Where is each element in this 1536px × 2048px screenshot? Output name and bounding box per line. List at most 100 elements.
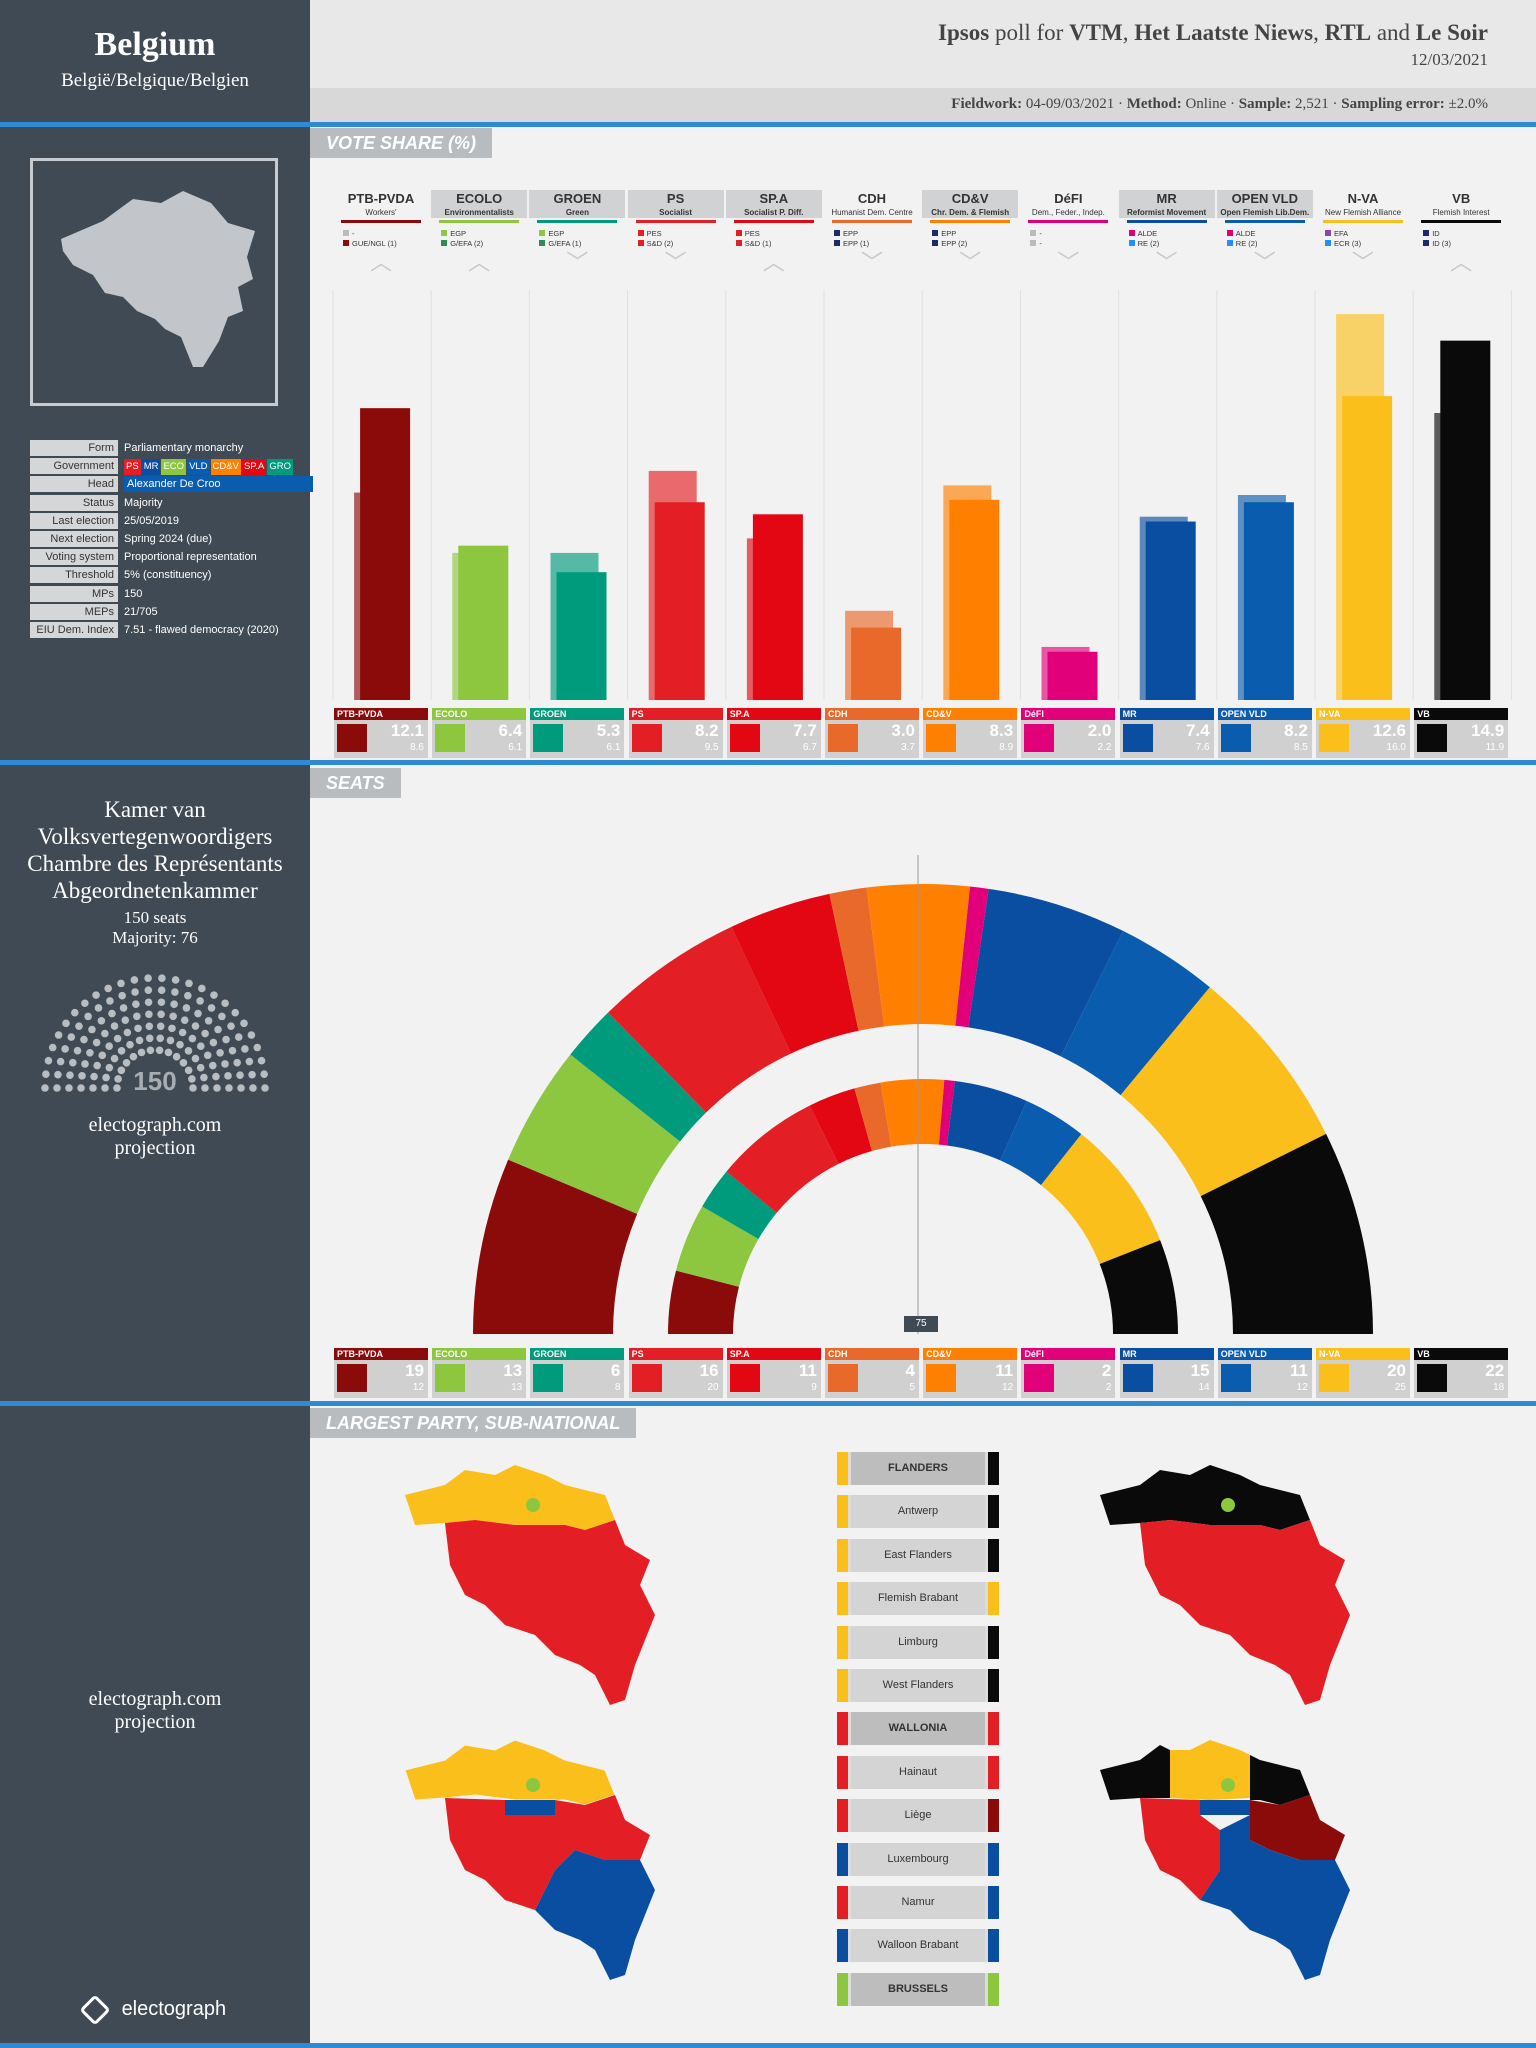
result-box-party: PTB-PVDA: [334, 708, 428, 720]
result-value: 2: [1101, 1361, 1112, 1380]
result-box: N-VA 20 25: [1316, 1348, 1410, 1398]
result-box: SP.A 11 9: [726, 1348, 821, 1398]
gov-party-badge: GRO: [267, 459, 294, 476]
party-logo-icon: [1024, 724, 1055, 752]
party-group: -: [1020, 239, 1116, 249]
party-desc: Open Flemish Lib.Dem.: [1216, 208, 1313, 218]
client-2: Het Laatste Niews: [1134, 20, 1314, 45]
hemicycle-seat-dot: [169, 1012, 177, 1021]
region-seat-color: [988, 1495, 999, 1529]
group-swatch: [735, 240, 742, 246]
hemicycle-seat-dot: [113, 1084, 121, 1092]
hemicycle-seat-dot: [122, 1059, 131, 1067]
party-name: PS: [627, 190, 724, 208]
result-previous-value: 9.5: [704, 742, 719, 753]
group-swatch: [1325, 230, 1331, 236]
seat-arc-segment: [726, 1105, 839, 1213]
party-group: ID (3): [1413, 239, 1509, 249]
group-label: EPP: [843, 229, 859, 238]
hemicycle-seat-dot: [132, 1000, 140, 1008]
region-row: Flemish Brabant: [837, 1582, 999, 1616]
result-box-party: GROEN: [530, 708, 625, 720]
group-label: EPP: [941, 229, 957, 238]
result-box: SP.A 7.7 6.7: [726, 708, 821, 758]
region-row: Walloon Brabant: [837, 1929, 999, 1963]
hemicycle-seat-dot: [207, 1004, 216, 1012]
result-previous-value: 2: [1105, 1382, 1112, 1393]
vote-bar: [1440, 340, 1491, 700]
vote-bar: [752, 514, 803, 700]
hemicycle-seat-dot: [253, 1043, 262, 1052]
result-box: MR 15 14: [1119, 1348, 1214, 1398]
party-desc: Reformist Movement: [1118, 208, 1215, 218]
party-group: G/EFA (1): [529, 239, 625, 249]
party-logo-icon: [1319, 724, 1349, 752]
party-group: ALDE: [1217, 229, 1313, 239]
region-name: Antwerp: [851, 1495, 985, 1529]
party-logo-icon: [1220, 1364, 1251, 1392]
hemicycle-seat-dot: [144, 986, 153, 995]
group-swatch: [1030, 230, 1037, 236]
hemicycle-seat-dot: [245, 1057, 254, 1066]
parliament-name-2: Volksvertegenwoordigers: [37, 824, 273, 849]
hemicycle-seat-dot: [179, 1059, 188, 1067]
section-vote-share: VOTE SHARE (%): [310, 128, 493, 158]
region-seat-color: [988, 1538, 999, 1572]
vote-bar: [1243, 502, 1294, 700]
result-box-party: VB: [1414, 1348, 1509, 1360]
hemicycle-seat-dot: [118, 991, 126, 1000]
party-desc: Humanist Dem. Centre: [831, 208, 913, 217]
hemicycle-seat-dot: [89, 1084, 97, 1092]
result-box: CDH 4 5: [825, 1348, 919, 1398]
group-swatch: [441, 230, 448, 236]
vote-bar: [1047, 651, 1098, 700]
result-previous-value: 11.9: [1485, 742, 1505, 753]
hemicycle-seat-dot: [114, 1075, 122, 1083]
region-name: FLANDERS: [851, 1452, 985, 1485]
result-box-party: OPEN VLD: [1217, 708, 1312, 720]
comma-1: ,: [1122, 20, 1135, 45]
hemicycle-seat-dot: [113, 1034, 122, 1043]
result-box: PS 16 20: [628, 1348, 723, 1398]
group-label: RE (2): [1235, 239, 1258, 248]
result-previous-value: 12: [1296, 1382, 1308, 1393]
hemicycle-seat-dot: [81, 1060, 89, 1068]
party-color-line: [1421, 220, 1502, 223]
hemicycle-seat-dot: [66, 1071, 74, 1079]
poll-date: 12/03/2021: [1410, 50, 1488, 69]
result-box-party: ECOLO: [432, 1348, 527, 1360]
result-box: OPEN VLD 11 12: [1217, 1348, 1312, 1398]
party-logo-icon: [435, 1364, 466, 1392]
region-row: Limburg: [837, 1625, 999, 1659]
party-name: N-VA: [1347, 191, 1379, 206]
result-box-party: CDH: [825, 708, 919, 720]
hemicycle-seat-dot: [221, 1060, 229, 1068]
hemicycle-seat-dot: [133, 1012, 141, 1021]
hemicycle-seat-dot: [102, 1073, 110, 1082]
hemicycle-seat-dot: [80, 1035, 88, 1044]
group-swatch: [539, 240, 546, 246]
party-group: G/EFA (2): [431, 239, 527, 249]
hemicycle-seat-dot: [54, 1031, 63, 1039]
result-box-party: DéFI: [1021, 1348, 1116, 1360]
seats-text: 150 seats: [123, 908, 187, 927]
result-previous-value: 25: [1394, 1382, 1406, 1393]
majority-marker: 75: [904, 1316, 938, 1332]
vote-bar: [458, 545, 509, 700]
result-value: 22: [1485, 1361, 1505, 1380]
hemicycle-seat-dot: [218, 1012, 226, 1021]
result-value: 16: [699, 1361, 719, 1380]
hemicycle-seat-dot: [225, 1084, 233, 1092]
group-label: RE (2): [1137, 239, 1160, 248]
parliament-names: Kamer van Volksvertegenwoordigers Chambr…: [0, 796, 310, 904]
majority-text: Majority: 76: [112, 928, 198, 947]
hemicycle-seat-dot: [170, 1000, 178, 1008]
result-previous-value: 14: [1198, 1382, 1210, 1393]
hemicycle-seat-dot: [184, 1066, 193, 1075]
party-desc: Socialist: [627, 208, 724, 218]
group-label: PES: [646, 229, 662, 238]
fieldwork-value: 04-09/03/2021: [1025, 96, 1115, 112]
hemicycle-seat-dot: [212, 1072, 220, 1081]
result-box-party: CD&V: [923, 708, 1018, 720]
group-label: G/EFA (1): [548, 239, 582, 248]
